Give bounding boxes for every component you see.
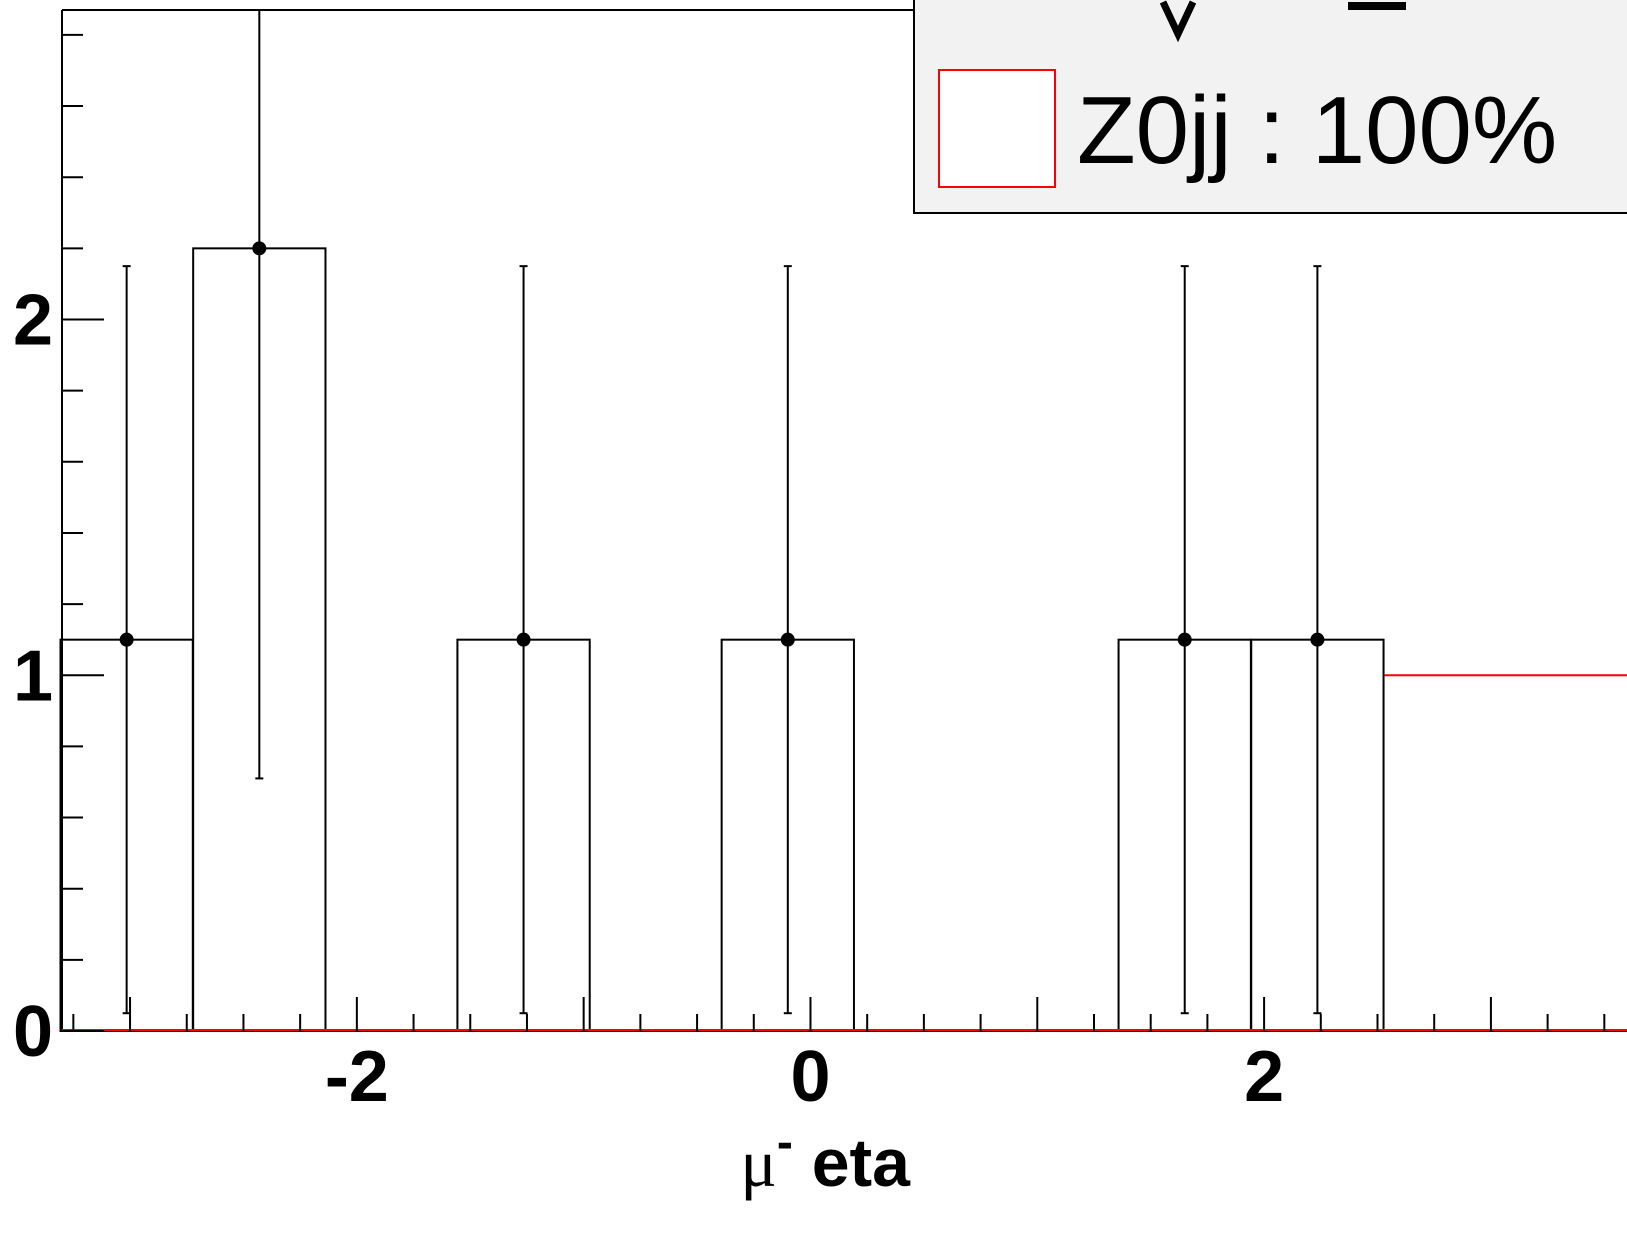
axis-ticks	[62, 33, 1606, 1032]
legend-label: Z0jj : 100%	[1077, 77, 1557, 184]
y-tick-label: 2	[13, 281, 53, 361]
x-tick-label: 2	[1244, 1037, 1284, 1117]
x-tick-label: 0	[790, 1037, 830, 1117]
x-axis-title-superscript: -	[777, 1116, 793, 1169]
data-point	[780, 632, 795, 647]
axis-labels: -2 0 2 0 1 2 μ- eta	[13, 281, 1284, 1201]
data-point	[119, 632, 134, 647]
legend: Z0jj : 100%	[913, 0, 1627, 214]
data-point	[1310, 632, 1325, 647]
x-axis-title-text: eta	[793, 1125, 911, 1201]
x-axis-title: μ- eta	[740, 1116, 911, 1201]
x-tick-label: -2	[325, 1037, 389, 1117]
y-tick-label: 0	[13, 992, 53, 1072]
data-point	[252, 241, 267, 256]
data-point	[516, 632, 531, 647]
legend-swatch	[938, 69, 1056, 188]
data-points	[119, 241, 1325, 647]
x-axis-title-symbol: μ	[740, 1125, 776, 1201]
y-tick-label: 1	[13, 636, 53, 716]
series-line	[62, 674, 1627, 1031]
data-point	[1177, 632, 1192, 647]
legend-partial-glyph	[1348, 2, 1406, 10]
legend-partial-glyph	[1159, 0, 1197, 43]
